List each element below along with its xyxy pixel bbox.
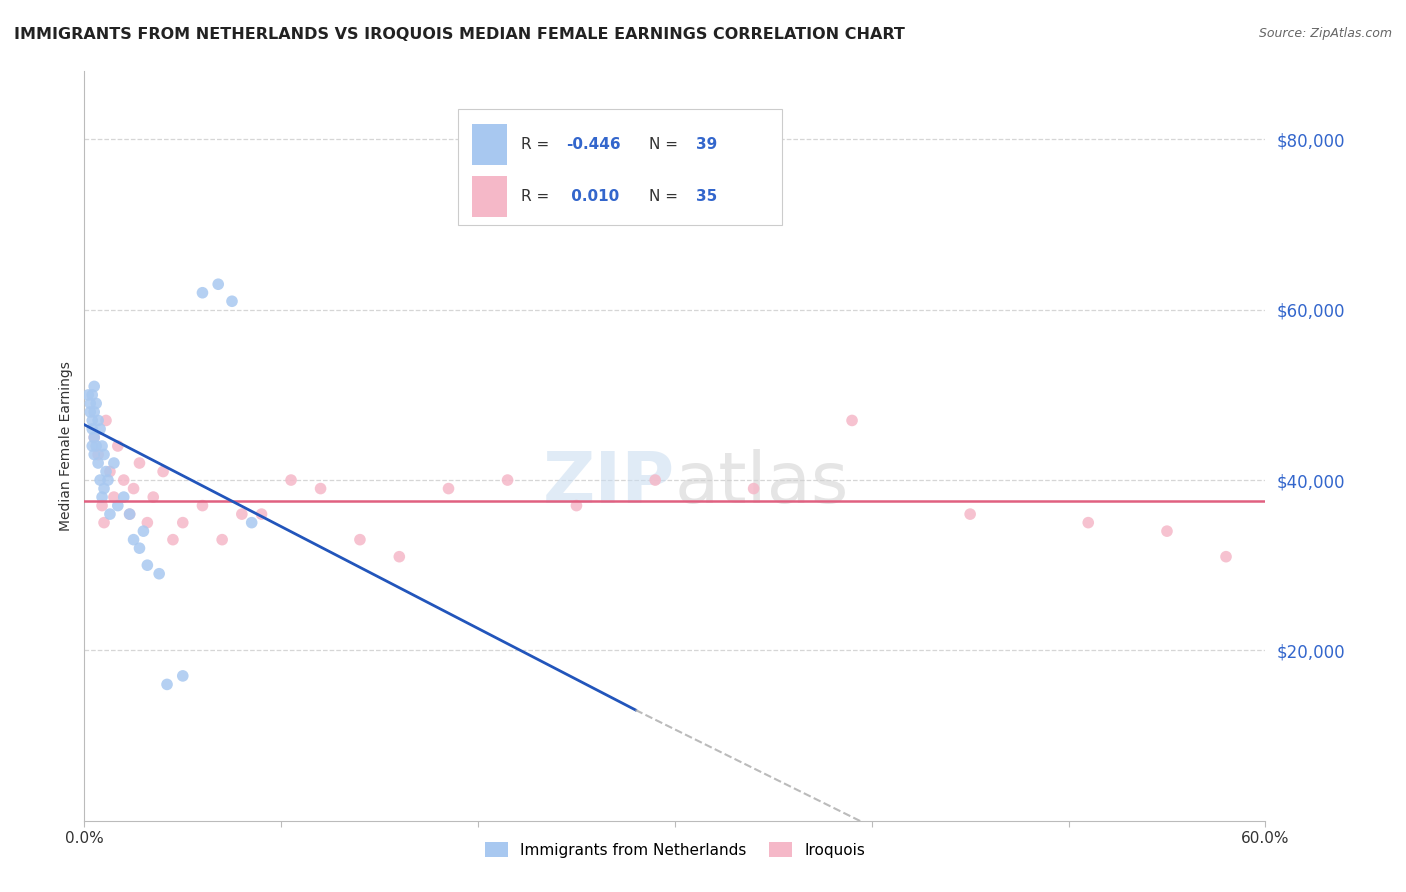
Text: R =: R = xyxy=(522,136,554,152)
Point xyxy=(112,490,135,504)
Point xyxy=(118,507,141,521)
Text: ZIP: ZIP xyxy=(543,449,675,518)
Point xyxy=(84,396,107,410)
Point xyxy=(82,413,104,427)
Text: atlas: atlas xyxy=(675,449,849,518)
Point xyxy=(142,490,165,504)
Point xyxy=(280,473,302,487)
Point xyxy=(644,473,666,487)
Point xyxy=(84,439,107,453)
FancyBboxPatch shape xyxy=(457,109,782,225)
Text: 35: 35 xyxy=(696,189,717,204)
Point xyxy=(136,516,159,530)
Point xyxy=(112,473,135,487)
Point xyxy=(309,482,332,496)
Point xyxy=(207,277,229,292)
Point xyxy=(93,448,115,462)
Point xyxy=(122,482,145,496)
Point xyxy=(77,388,100,402)
Point xyxy=(98,465,121,479)
Point xyxy=(94,413,117,427)
Point xyxy=(132,524,155,538)
Point xyxy=(79,405,101,419)
Point xyxy=(1077,516,1099,530)
Point xyxy=(1156,524,1178,538)
Point xyxy=(83,430,105,444)
Point xyxy=(98,507,121,521)
Point xyxy=(83,405,105,419)
Point xyxy=(107,499,129,513)
Point xyxy=(93,516,115,530)
Legend: Immigrants from Netherlands, Iroquois: Immigrants from Netherlands, Iroquois xyxy=(477,834,873,865)
Point xyxy=(152,465,174,479)
Point xyxy=(79,396,101,410)
Point xyxy=(191,285,214,300)
Point xyxy=(959,507,981,521)
Point xyxy=(742,482,765,496)
Point xyxy=(87,448,110,462)
Point xyxy=(103,490,125,504)
Point xyxy=(841,413,863,427)
Point xyxy=(83,430,105,444)
Bar xyxy=(472,124,508,165)
Text: Source: ZipAtlas.com: Source: ZipAtlas.com xyxy=(1258,27,1392,40)
Point xyxy=(103,456,125,470)
Point xyxy=(240,516,263,530)
Point xyxy=(122,533,145,547)
Point xyxy=(211,533,233,547)
Point xyxy=(128,541,150,556)
Point xyxy=(231,507,253,521)
Point xyxy=(156,677,179,691)
Bar xyxy=(472,177,508,218)
Point xyxy=(87,456,110,470)
Point xyxy=(82,388,104,402)
Point xyxy=(83,379,105,393)
Point xyxy=(172,516,194,530)
Point xyxy=(82,422,104,436)
Point xyxy=(437,482,460,496)
Point xyxy=(221,294,243,309)
Point xyxy=(82,439,104,453)
Text: R =: R = xyxy=(522,189,554,204)
Point xyxy=(83,448,105,462)
Point xyxy=(191,499,214,513)
Point xyxy=(89,473,111,487)
Point xyxy=(250,507,273,521)
Point xyxy=(565,499,588,513)
Text: IMMIGRANTS FROM NETHERLANDS VS IROQUOIS MEDIAN FEMALE EARNINGS CORRELATION CHART: IMMIGRANTS FROM NETHERLANDS VS IROQUOIS … xyxy=(14,27,905,42)
Point xyxy=(91,490,114,504)
Point xyxy=(349,533,371,547)
Point xyxy=(107,439,129,453)
Text: -0.446: -0.446 xyxy=(567,136,621,152)
Point xyxy=(91,439,114,453)
Point xyxy=(94,465,117,479)
Point xyxy=(136,558,159,573)
Point xyxy=(118,507,141,521)
Text: N =: N = xyxy=(650,136,683,152)
Point xyxy=(162,533,184,547)
Point xyxy=(1215,549,1237,564)
Point xyxy=(89,422,111,436)
Text: 39: 39 xyxy=(696,136,717,152)
Point xyxy=(93,482,115,496)
Point xyxy=(172,669,194,683)
Point xyxy=(128,456,150,470)
Point xyxy=(87,413,110,427)
Point xyxy=(91,499,114,513)
Text: N =: N = xyxy=(650,189,683,204)
Point xyxy=(148,566,170,581)
Point xyxy=(97,473,120,487)
Point xyxy=(388,549,411,564)
Text: 0.010: 0.010 xyxy=(567,189,620,204)
Point xyxy=(496,473,519,487)
Y-axis label: Median Female Earnings: Median Female Earnings xyxy=(59,361,73,531)
